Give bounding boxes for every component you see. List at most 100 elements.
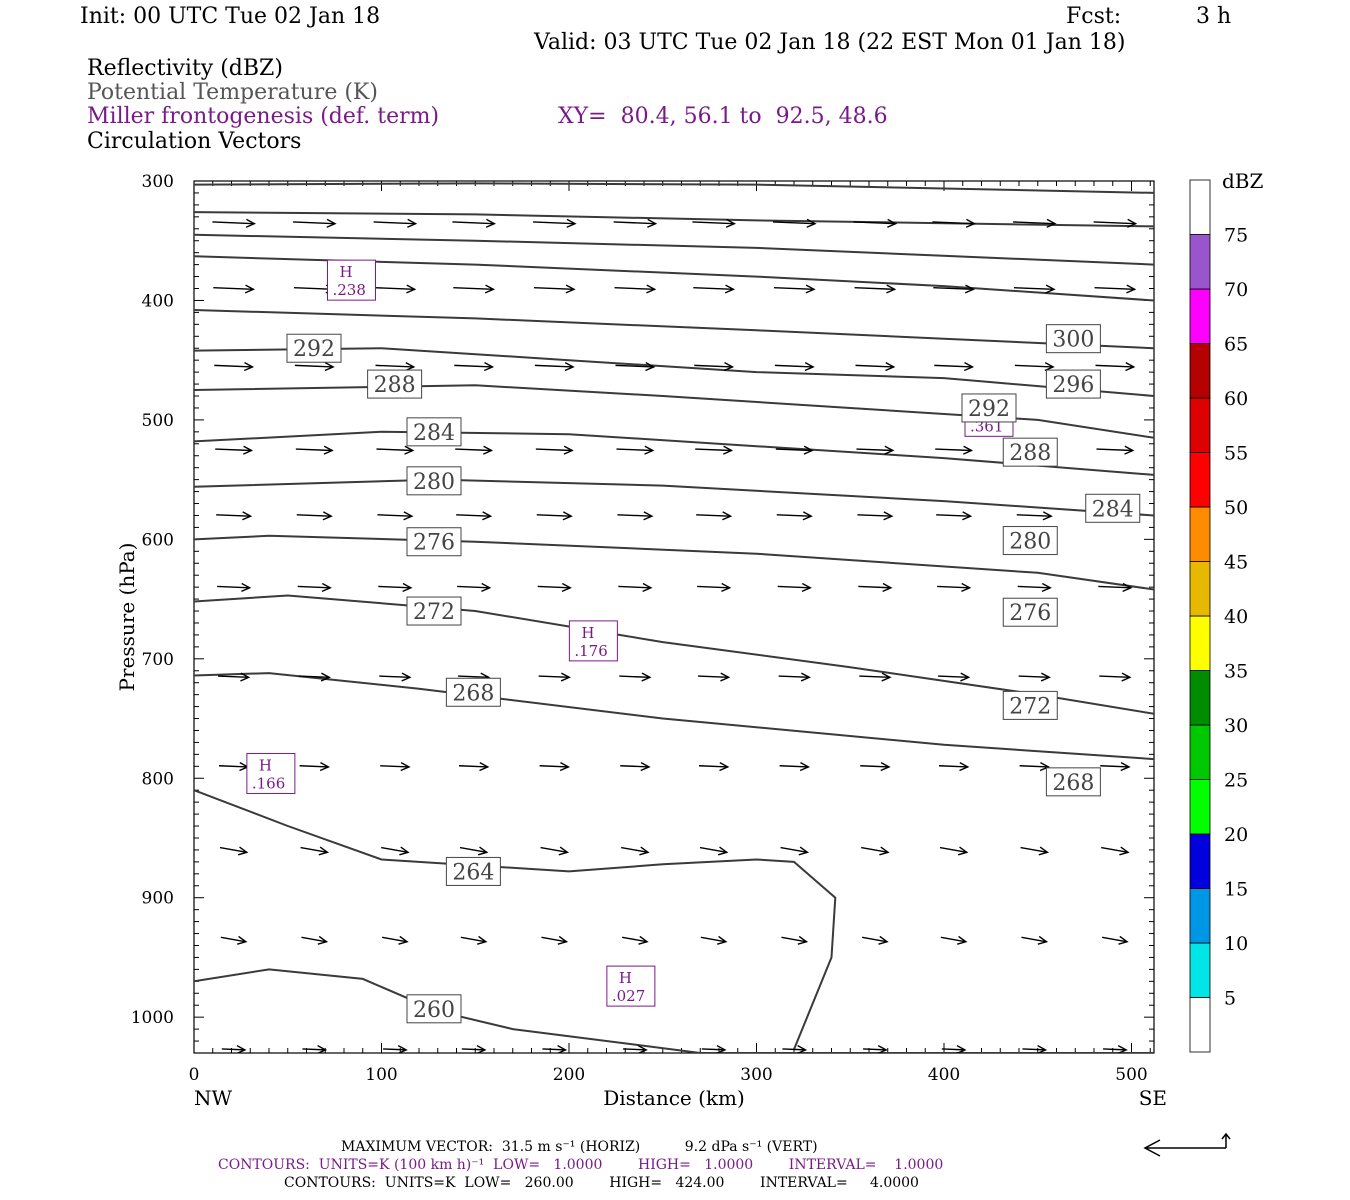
vector-head [642, 582, 653, 593]
vector-head [883, 511, 894, 521]
colorbar-level: 10 [1224, 933, 1248, 955]
vector-head [1117, 1045, 1128, 1053]
circulation-vector [218, 672, 251, 682]
vector-head [563, 445, 574, 455]
vector-head [243, 362, 255, 372]
y-tick-label: 300 [142, 172, 174, 192]
circulation-vector [216, 511, 253, 521]
theta-contour-line [194, 968, 1154, 1053]
vector-shaft [1021, 936, 1047, 943]
vector-shaft [854, 287, 895, 291]
vector-shaft [381, 846, 409, 854]
circulation-vector [934, 362, 975, 372]
vector-head [637, 1045, 648, 1053]
vector-shaft [383, 1048, 407, 1051]
vector-shaft [295, 448, 333, 452]
vector-head [320, 672, 331, 682]
y-tick-labels: 300 400 500 600 700 800 900 1000 [131, 172, 174, 1028]
circulation-vector [1100, 762, 1131, 772]
vector-head [882, 582, 893, 593]
vector-shaft [933, 287, 974, 291]
colorbar-level: 40 [1224, 606, 1248, 628]
vector-head [724, 284, 736, 294]
contour-label-box [1085, 493, 1141, 523]
circulation-vector [938, 672, 971, 682]
circulation-vector [772, 218, 817, 228]
vector-head [1040, 672, 1051, 682]
contour-label-text: 268 [1052, 771, 1094, 796]
vector-head [481, 582, 492, 593]
circulation-vector [453, 284, 496, 294]
circulation-vector [300, 846, 330, 856]
contour-label: 268 [445, 677, 501, 707]
vector-head [479, 762, 490, 772]
circulation-vector [853, 218, 898, 228]
vector-head [400, 762, 411, 772]
vector-shaft [457, 585, 490, 589]
x-tick-labels: 0 100 200 300 400 500 [189, 1065, 1148, 1085]
vector-head [725, 218, 736, 228]
colorbar-segment [1189, 397, 1211, 453]
vector-shaft [540, 846, 568, 854]
vector-shaft [941, 1048, 965, 1051]
theta-contour-line [194, 672, 1154, 761]
circulation-vector [860, 762, 891, 772]
vector-shaft [456, 514, 491, 517]
circulation-vector [936, 511, 973, 521]
contour-label-text: 268 [452, 681, 494, 706]
maximum-value: .166 [252, 774, 285, 792]
circulation-vector [858, 582, 893, 593]
circulation-vector [863, 1045, 888, 1053]
contour-label-box [406, 994, 462, 1024]
vector-head [557, 935, 569, 945]
vector-shaft [1101, 846, 1129, 854]
vector-shaft [937, 585, 970, 589]
circulation-vector [1020, 846, 1050, 856]
circulation-vector [855, 362, 896, 372]
vector-shaft [1022, 1048, 1046, 1051]
vector-head [957, 846, 969, 856]
reflectivity-colorbar: 5 10 15 20 25 30 35 40 45 50 55 60 65 70 75 [1189, 179, 1248, 1053]
circulation-vector [373, 218, 418, 228]
vector-shaft [698, 675, 729, 679]
x-tick-label: 500 [1115, 1065, 1147, 1085]
contour-label-box [1002, 690, 1058, 720]
contour-label-box [1045, 767, 1101, 797]
contour-label-text: 284 [413, 421, 455, 446]
circulation-vector [854, 284, 897, 294]
vector-head [797, 935, 809, 945]
circulation-vector [452, 218, 496, 228]
vector-shaft [215, 448, 252, 452]
vector-head [243, 445, 254, 455]
contour-label: 260 [406, 994, 462, 1024]
circulation-vector [698, 762, 730, 772]
vector-shaft [782, 1048, 806, 1051]
vector-head [886, 284, 897, 294]
circulation-vector [295, 445, 334, 455]
vector-head [237, 935, 248, 945]
colorbar-segment [1189, 779, 1211, 835]
vector-head [399, 846, 410, 856]
contour-label-text: 300 [1052, 328, 1094, 353]
vector-shaft [375, 364, 414, 368]
theta-contour-info: CONTOURS: UNITS=K LOW= 260.00 HIGH= 424.… [284, 1175, 919, 1191]
contour-label-box [367, 369, 423, 399]
circulation-vector [455, 445, 494, 455]
circulation-vector [937, 582, 972, 593]
maximum-box [568, 620, 618, 662]
vector-head [963, 362, 975, 372]
vector-head [804, 362, 815, 372]
vector-shaft [454, 364, 493, 368]
circulation-vector [221, 1045, 247, 1053]
vector-head [1041, 582, 1052, 593]
vector-shaft [1019, 765, 1049, 768]
colorbar-level: 55 [1224, 443, 1248, 465]
circulation-vector [1019, 762, 1050, 772]
circulation-vector [536, 511, 573, 521]
vector-shaft [536, 514, 572, 517]
vector-shaft [302, 1048, 326, 1051]
vector-shaft [695, 448, 732, 452]
circulation-vector [940, 935, 968, 945]
colorbar-level: 75 [1224, 225, 1248, 247]
vector-shaft [860, 765, 890, 768]
